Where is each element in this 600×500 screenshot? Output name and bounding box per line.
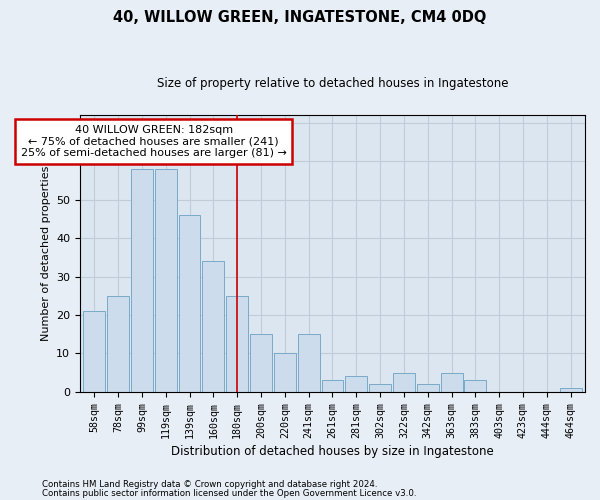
Bar xyxy=(560,388,581,392)
Bar xyxy=(83,311,105,392)
Bar xyxy=(322,380,343,392)
Bar xyxy=(250,334,272,392)
Bar xyxy=(179,215,200,392)
Bar xyxy=(346,376,367,392)
Text: Contains HM Land Registry data © Crown copyright and database right 2024.: Contains HM Land Registry data © Crown c… xyxy=(42,480,377,489)
Bar xyxy=(464,380,487,392)
Bar xyxy=(417,384,439,392)
Text: Contains public sector information licensed under the Open Government Licence v3: Contains public sector information licen… xyxy=(42,488,416,498)
Bar xyxy=(274,354,296,392)
Bar xyxy=(131,169,153,392)
Bar xyxy=(393,372,415,392)
Title: Size of property relative to detached houses in Ingatestone: Size of property relative to detached ho… xyxy=(157,78,508,90)
Text: 40, WILLOW GREEN, INGATESTONE, CM4 0DQ: 40, WILLOW GREEN, INGATESTONE, CM4 0DQ xyxy=(113,10,487,25)
Y-axis label: Number of detached properties: Number of detached properties xyxy=(41,166,50,341)
Bar xyxy=(369,384,391,392)
Bar xyxy=(226,296,248,392)
Bar xyxy=(202,261,224,392)
Bar xyxy=(440,372,463,392)
Bar xyxy=(107,296,129,392)
X-axis label: Distribution of detached houses by size in Ingatestone: Distribution of detached houses by size … xyxy=(171,444,494,458)
Text: 40 WILLOW GREEN: 182sqm
← 75% of detached houses are smaller (241)
25% of semi-d: 40 WILLOW GREEN: 182sqm ← 75% of detache… xyxy=(21,125,287,158)
Bar xyxy=(155,169,176,392)
Bar xyxy=(298,334,320,392)
